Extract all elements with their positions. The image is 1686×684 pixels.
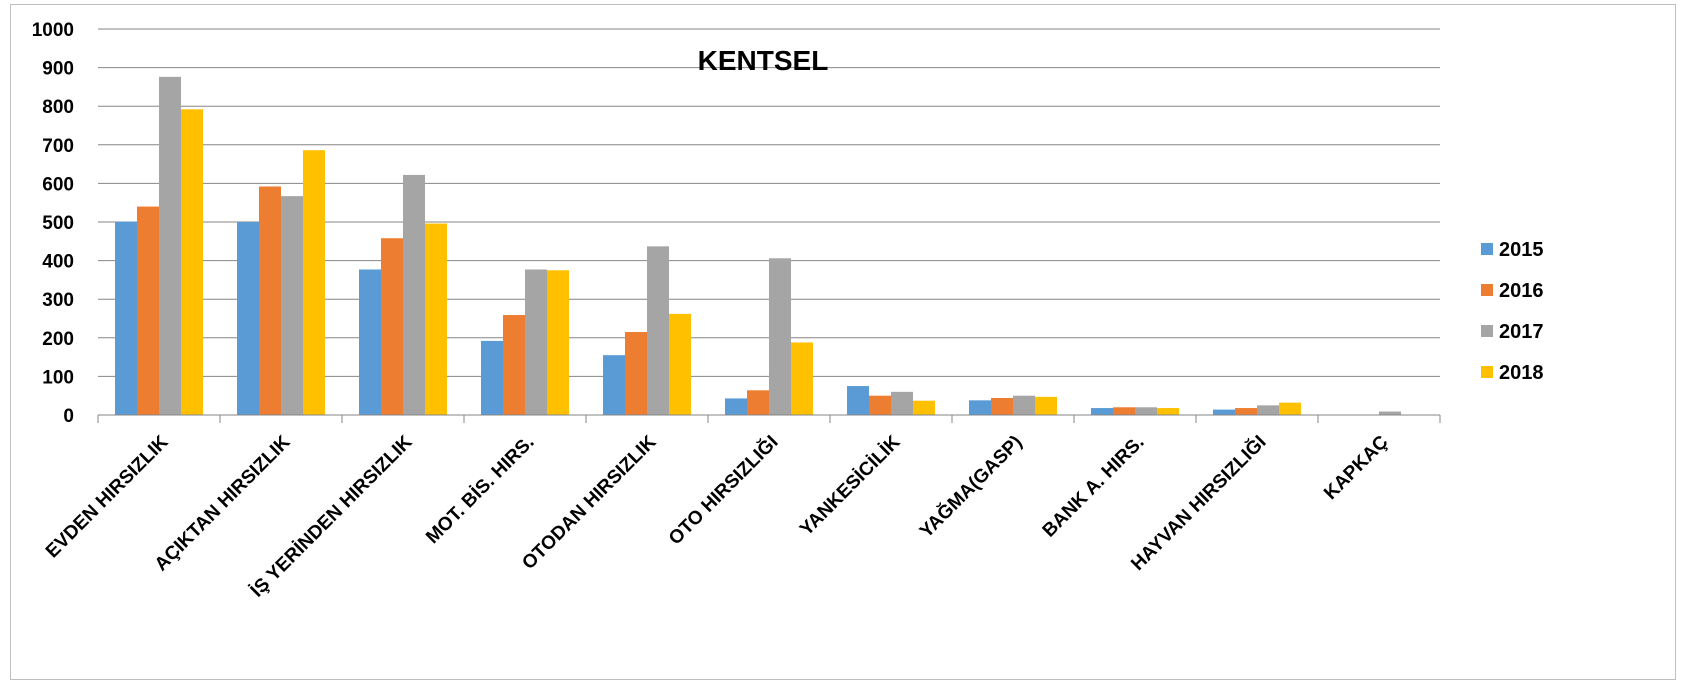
bar (625, 332, 647, 415)
bar (1135, 407, 1157, 415)
bar (725, 398, 747, 415)
bar (525, 269, 547, 415)
bar (791, 342, 813, 415)
x-category-label: BANK A. HIRS. (1039, 432, 1149, 542)
bar (747, 390, 769, 415)
bar (359, 269, 381, 415)
bar (403, 174, 425, 415)
bar (503, 315, 525, 415)
bar (1235, 408, 1257, 415)
y-tick-label: 300 (42, 290, 74, 311)
legend-label: 2015 (1499, 239, 1544, 261)
x-category-label: EVDEN HIRSIZLIK (42, 431, 173, 562)
legend-swatch (1481, 325, 1493, 337)
x-category-label: YAĞMA(GASP) (915, 431, 1026, 542)
bar (1279, 402, 1301, 415)
bar (991, 398, 1013, 415)
bar (869, 395, 891, 415)
bar (237, 222, 259, 415)
y-tick-label: 700 (42, 136, 74, 157)
bar (1013, 395, 1035, 415)
legend-swatch (1481, 366, 1493, 378)
bar (913, 400, 935, 415)
bar (891, 391, 913, 415)
bar (669, 313, 691, 415)
bar (1113, 407, 1135, 415)
y-tick-label: 600 (42, 174, 74, 195)
bar (603, 355, 625, 415)
bar (1157, 408, 1179, 415)
bar (281, 196, 303, 415)
bars (115, 76, 1401, 416)
axes (97, 414, 1441, 423)
x-category-label: HAYVAN HIRSIZLIĞI (1127, 431, 1271, 575)
legend-swatch (1481, 243, 1493, 255)
bar (259, 186, 281, 415)
bar (547, 270, 569, 415)
x-category-label: YANKESİCİLİK (796, 431, 905, 540)
y-tick-label: 800 (42, 97, 74, 118)
y-tick-label: 500 (42, 213, 74, 234)
y-tick-label: 100 (42, 367, 74, 388)
x-category-label: OTODAN HIRSIZLIK (518, 431, 660, 573)
chart-title: KENTSEL (698, 45, 829, 76)
bar (159, 76, 181, 415)
bar (847, 386, 869, 415)
bar (115, 221, 137, 415)
y-tick-label: 0 (63, 406, 74, 427)
bar (1213, 409, 1235, 415)
x-category-label: KAPKAÇ (1320, 431, 1393, 504)
x-category-label: AÇIKTAN HIRSIZLIK (151, 431, 295, 575)
bar (137, 206, 159, 415)
bar (425, 223, 447, 415)
legend-label: 2018 (1499, 362, 1544, 384)
bar (969, 400, 991, 415)
bar (181, 109, 203, 416)
y-tick-label: 400 (42, 252, 74, 273)
bar (481, 340, 503, 415)
legend-label: 2016 (1499, 280, 1544, 302)
y-tick-label: 200 (42, 329, 74, 350)
y-tick-label: 900 (42, 59, 74, 80)
legend: 2015 2016 2017 2018 (1481, 239, 1544, 384)
bar (1257, 405, 1279, 415)
bar (647, 246, 669, 415)
bar (1379, 411, 1401, 415)
bar (381, 238, 403, 415)
bar (303, 150, 325, 416)
legend-swatch (1481, 284, 1493, 296)
bar (769, 258, 791, 415)
bar (1091, 408, 1113, 415)
x-category-label: OTO HIRSIZLIĞI (664, 431, 782, 549)
x-category-label: MOT. BİS. HIRS. (422, 432, 538, 548)
y-tick-label: 1000 (32, 20, 74, 41)
y-tick-labels: 0 100 200 300 400 500 600 700 800 900 1000 (32, 20, 74, 427)
bar (1035, 396, 1057, 415)
legend-label: 2017 (1499, 321, 1544, 343)
